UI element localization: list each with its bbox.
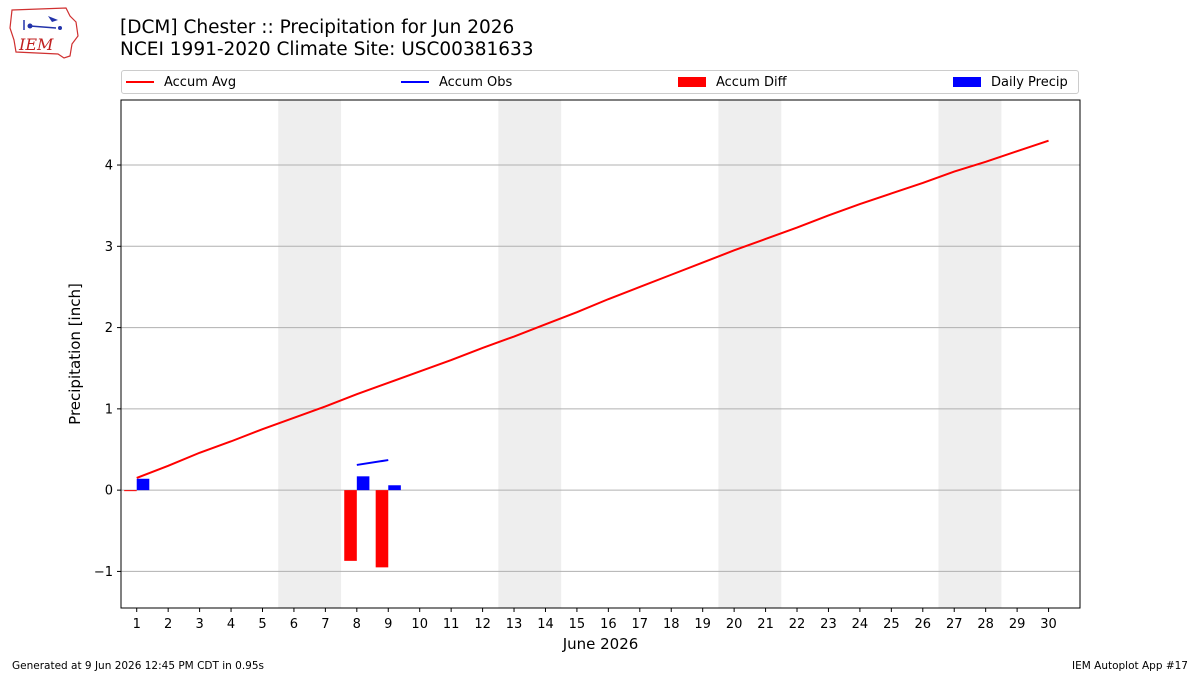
weekend-shade-1 <box>498 100 562 608</box>
daily-precip-bar <box>356 476 370 491</box>
x-tick-label: 1 <box>133 617 141 632</box>
x-tick-label: 23 <box>820 617 837 632</box>
accum-diff-bar <box>375 490 389 568</box>
footer-generated: Generated at 9 Jun 2026 12:45 PM CDT in … <box>12 660 265 672</box>
y-tick-label: 0 <box>105 484 113 499</box>
daily-precip-bar <box>136 478 150 491</box>
legend-item-daily-precip: Daily Precip <box>953 71 1068 93</box>
x-tick-label: 25 <box>883 617 900 632</box>
y-axis-label: Precipitation [inch] <box>66 283 84 425</box>
y-tick-label: −1 <box>94 565 113 580</box>
x-tick-label: 5 <box>258 617 266 632</box>
x-tick-label: 2 <box>164 617 172 632</box>
legend-label-accum-avg: Accum Avg <box>164 74 237 90</box>
x-tick-label: 21 <box>757 617 774 632</box>
weekend-shade-3 <box>938 100 1002 608</box>
y-tick-label: 1 <box>105 402 113 417</box>
x-tick-label: 10 <box>411 617 428 632</box>
legend-item-accum-diff: Accum Diff <box>678 71 787 93</box>
x-tick-label: 18 <box>663 617 680 632</box>
weekend-shade-2 <box>718 100 782 608</box>
accum-avg-line <box>136 139 1049 479</box>
x-tick-label: 9 <box>384 617 392 632</box>
x-tick-label: 22 <box>789 617 806 632</box>
x-tick-label: 20 <box>726 617 743 632</box>
logo-text: IEM <box>18 35 54 54</box>
x-tick-label: 30 <box>1040 617 1057 632</box>
x-tick-label: 28 <box>977 617 994 632</box>
legend-item-accum-obs: Accum Obs <box>401 71 512 93</box>
y-tick-label: 4 <box>105 159 113 174</box>
accum-obs-line <box>356 459 389 466</box>
legend-swatch-accum-avg <box>126 81 154 83</box>
accum-diff-bar <box>124 490 137 492</box>
x-tick-label: 13 <box>506 617 523 632</box>
legend-swatch-daily-precip <box>953 77 981 87</box>
x-tick-label: 14 <box>537 617 554 632</box>
chart-subtitle: NCEI 1991-2020 Climate Site: USC00381633 <box>120 39 534 60</box>
x-tick-label: 15 <box>569 617 586 632</box>
iem-logo: IEM <box>9 7 79 59</box>
x-tick-label: 29 <box>1009 617 1026 632</box>
y-tick-label: 3 <box>105 240 113 255</box>
x-tick-label: 17 <box>632 617 649 632</box>
x-tick-label: 6 <box>290 617 298 632</box>
legend-item-accum-avg: Accum Avg <box>126 71 236 93</box>
x-tick-label: 26 <box>915 617 932 632</box>
x-tick-label: 19 <box>694 617 711 632</box>
x-tick-label: 3 <box>195 617 203 632</box>
x-tick-label: 12 <box>474 617 491 632</box>
legend-swatch-accum-diff <box>678 77 706 87</box>
daily-precip-bar <box>388 485 401 491</box>
x-tick-label: 24 <box>852 617 869 632</box>
x-tick-label: 16 <box>600 617 617 632</box>
plot-frame <box>120 99 1081 609</box>
weekend-shade-0 <box>278 100 342 608</box>
legend-label-accum-obs: Accum Obs <box>439 74 513 90</box>
x-tick-label: 8 <box>353 617 361 632</box>
x-tick-label: 4 <box>227 617 235 632</box>
legend-label-accum-diff: Accum Diff <box>716 74 787 90</box>
footer-app: IEM Autoplot App #17 <box>1072 660 1188 672</box>
legend-swatch-accum-obs <box>401 81 429 83</box>
accum-diff-bar <box>344 490 357 561</box>
x-tick-label: 7 <box>321 617 329 632</box>
y-tick-label: 2 <box>105 321 113 336</box>
x-tick-label: 11 <box>443 617 460 632</box>
legend-label-daily-precip: Daily Precip <box>991 74 1068 90</box>
legend: Accum Avg Accum Obs Accum Diff Daily Pre… <box>121 70 1079 94</box>
x-tick-label: 27 <box>946 617 963 632</box>
x-axis-label: June 2026 <box>562 635 639 653</box>
chart-title: [DCM] Chester :: Precipitation for Jun 2… <box>120 17 515 38</box>
